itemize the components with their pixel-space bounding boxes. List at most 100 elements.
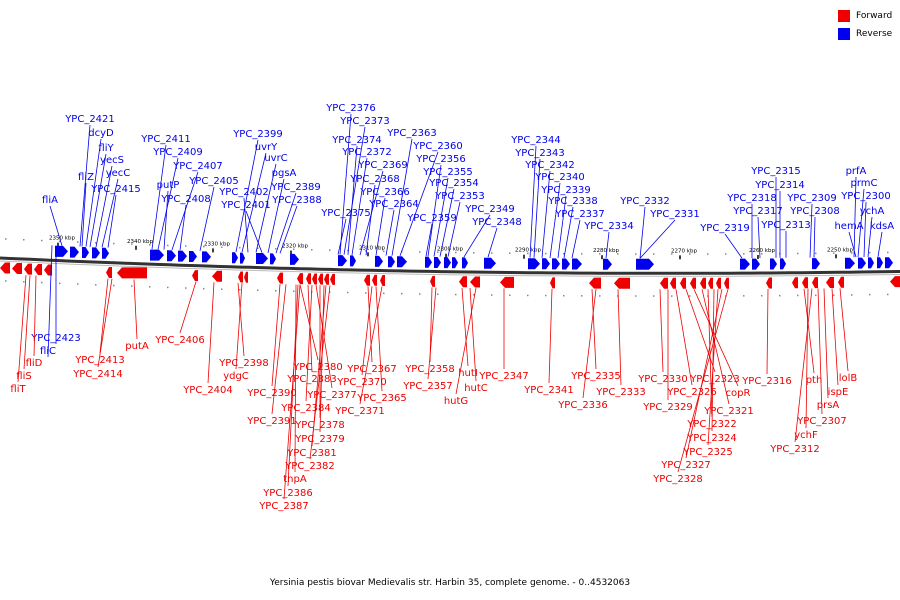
guide-dot (815, 294, 817, 297)
guide-dot (275, 290, 277, 292)
reverse-gene-label-pgsa: pgsA (272, 168, 297, 179)
forward-gene-label-ypc-2414: YPC_2414 (72, 369, 123, 380)
reverse-gene-leader-line (549, 182, 561, 258)
reverse-gene-arrow (270, 253, 276, 265)
forward-gene-arrow (614, 277, 630, 289)
guide-dot (185, 287, 187, 289)
reverse-gene-label-ypc-2300: YPC_2300 (840, 191, 891, 202)
guide-dot (401, 292, 403, 295)
guide-dot (95, 284, 97, 286)
forward-gene-arrow (0, 262, 10, 274)
forward-gene-leader-line (766, 288, 769, 375)
forward-gene-label-ypc-2380: YPC_2380 (292, 362, 343, 373)
forward-gene-leader-line (823, 288, 829, 399)
reverse-gene-label-ypc-2309: YPC_2309 (786, 193, 837, 204)
reverse-gene-leader-line (571, 219, 581, 259)
reverse-gene-leader-line (49, 205, 63, 246)
guide-dot (437, 293, 439, 295)
guide-dot (851, 252, 853, 254)
forward-gene-leader-line (33, 275, 37, 357)
forward-gene-arrow (238, 271, 243, 283)
guide-dot (473, 252, 475, 254)
reverse-gene-leader-line (89, 153, 107, 247)
guide-dot (509, 252, 511, 254)
reverse-gene-arrow (92, 247, 100, 259)
reverse-gene-arrow (868, 257, 874, 269)
reverse-gene-label-prmc: prmC (850, 178, 877, 189)
reverse-gene-arrow (780, 258, 786, 270)
scale-tick-label: 2350 kbp (49, 236, 75, 242)
reverse-gene-label-ypc-2354: YPC_2354 (428, 178, 479, 189)
reverse-gene-leader-line (399, 151, 439, 257)
forward-gene-arrow (500, 276, 514, 288)
reverse-gene-arrow (256, 253, 268, 264)
forward-gene-label-ypc-2347: YPC_2347 (478, 371, 529, 382)
forward-gene-arrow (24, 263, 32, 275)
forward-gene-leader-line (305, 284, 313, 402)
reverse-gene-label-putp: putP (157, 180, 180, 191)
reverse-gene-leader-line (863, 201, 867, 258)
reverse-gene-arrow (452, 257, 458, 269)
forward-gene-leader-line (659, 289, 664, 373)
reverse-gene-label-ypc-2399: YPC_2399 (232, 129, 283, 140)
reverse-gene-leader-line (813, 216, 816, 258)
reverse-gene-arrow (397, 256, 407, 268)
reverse-gene-label-ypc-2376: YPC_2376 (325, 103, 376, 114)
forward-gene-label-ypc-2321: YPC_2321 (703, 406, 754, 417)
reverse-gene-leader-line (639, 219, 676, 259)
forward-gene-leader-line (591, 289, 597, 370)
guide-dot (257, 289, 259, 291)
forward-gene-label-ypc-2330: YPC_2330 (637, 374, 688, 385)
forward-gene-leader-line (803, 288, 815, 374)
guide-dot (221, 288, 223, 290)
scale-tick-label: 2330 kbp (204, 241, 230, 247)
forward-gene-arrow (890, 276, 900, 288)
guide-dot (77, 241, 79, 243)
guide-dot (869, 293, 871, 296)
guide-dot (671, 253, 673, 255)
forward-gene-label-ypc-2386: YPC_2386 (262, 488, 313, 499)
forward-gene-label-ypc-2316: YPC_2316 (741, 376, 792, 387)
guide-dot (419, 293, 421, 295)
guide-dot (527, 294, 529, 297)
guide-dot (617, 295, 619, 297)
reverse-gene-label-ypc-2319: YPC_2319 (699, 223, 750, 234)
guide-dot (95, 242, 97, 244)
reverse-gene-label-yecc: yecC (106, 168, 131, 179)
reverse-gene-arrow (375, 255, 383, 267)
reverse-gene-label-ypc-2342: YPC_2342 (524, 160, 575, 171)
guide-dot (167, 286, 169, 289)
guide-dot (563, 295, 565, 297)
forward-gene-label-ypc-2365: YPC_2365 (356, 393, 407, 404)
reverse-gene-leader-line (85, 138, 102, 247)
guide-dot (761, 253, 763, 255)
forward-gene-leader-line (805, 288, 809, 429)
reverse-gene-leader-line (339, 113, 352, 255)
reverse-gene-leader-line (199, 186, 215, 251)
reverse-gene-leader-line (243, 197, 249, 253)
forward-gene-label-ypc-2377: YPC_2377 (306, 390, 357, 401)
reverse-gene-label-ypc-2355: YPC_2355 (422, 167, 473, 178)
guide-dot (365, 250, 367, 252)
reverse-gene-label-ypc-2366: YPC_2366 (359, 187, 410, 198)
forward-gene-leader-line (309, 285, 331, 460)
reverse-gene-label-prfa: prfA (846, 166, 867, 177)
reverse-gene-leader-line (255, 163, 277, 253)
reverse-gene-label-ypc-2317: YPC_2317 (732, 206, 783, 217)
guide-dot (5, 280, 7, 282)
guide-dot (491, 252, 493, 254)
reverse-gene-label-ypc-2369: YPC_2369 (357, 160, 408, 171)
backbone-shadow (0, 260, 900, 277)
reverse-gene-label-ypc-2343: YPC_2343 (514, 148, 565, 159)
forward-gene-arrow (312, 273, 317, 285)
reverse-gene-leader-line (757, 216, 761, 259)
reverse-gene-arrow (462, 257, 468, 269)
reverse-gene-leader-line (375, 197, 386, 256)
forward-gene-leader-line (427, 287, 437, 380)
scale-tick-label: 2270 kbp (671, 248, 697, 254)
forward-gene-leader-line (701, 289, 730, 405)
forward-gene-label-ypc-2335: YPC_2335 (570, 371, 621, 382)
reverse-gene-label-ycha: ychA (860, 206, 885, 217)
guide-dot (671, 295, 673, 297)
